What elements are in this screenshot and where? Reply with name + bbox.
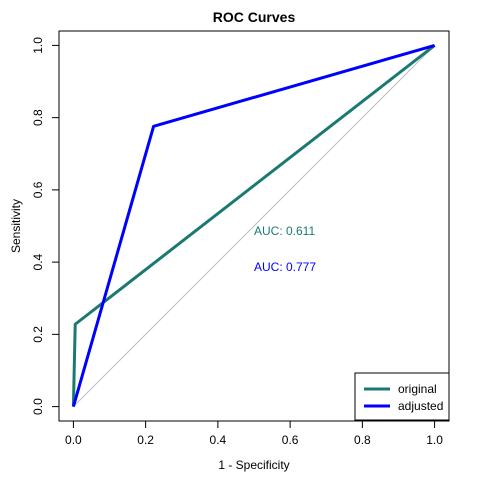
x-tick-label: 0.6 xyxy=(282,433,299,447)
reference-diagonal-line xyxy=(73,45,435,407)
x-tick-label: 0.2 xyxy=(137,433,154,447)
x-tick-label: 0.0 xyxy=(65,433,82,447)
legend-label-original: original xyxy=(398,382,437,396)
x-tick-label: 0.4 xyxy=(210,433,227,447)
y-tick-label: 0.0 xyxy=(31,398,45,415)
y-tick-label: 0.8 xyxy=(31,109,45,126)
y-tick-label: 1.0 xyxy=(31,37,45,54)
y-tick-label: 0.4 xyxy=(31,253,45,270)
x-axis-label: 1 - Specificity xyxy=(218,458,289,472)
y-axis-label: Sensitivity xyxy=(9,199,23,253)
legend-box xyxy=(354,372,450,421)
chart-title: ROC Curves xyxy=(213,9,296,25)
series-line-adjusted xyxy=(71,43,436,408)
x-tick-label: 1.0 xyxy=(426,433,443,447)
legend: original adjusted xyxy=(354,372,450,421)
auc-label-original: AUC: 0.611 xyxy=(254,224,315,238)
y-axis: 0.0 0.2 0.4 0.6 0.8 1.0 xyxy=(31,37,60,415)
series-line-original xyxy=(71,44,436,407)
auc-label-adjusted: AUC: 0.777 xyxy=(254,260,316,274)
legend-label-adjusted: adjusted xyxy=(398,399,443,413)
x-tick-label: 0.8 xyxy=(354,433,371,447)
auc-annotations: AUC: 0.611 AUC: 0.777 xyxy=(254,224,316,274)
y-tick-label: 0.2 xyxy=(31,326,45,343)
series-layer xyxy=(71,43,436,408)
x-axis: 0.0 0.2 0.4 0.6 0.8 1.0 xyxy=(65,420,443,447)
y-tick-label: 0.6 xyxy=(31,181,45,198)
